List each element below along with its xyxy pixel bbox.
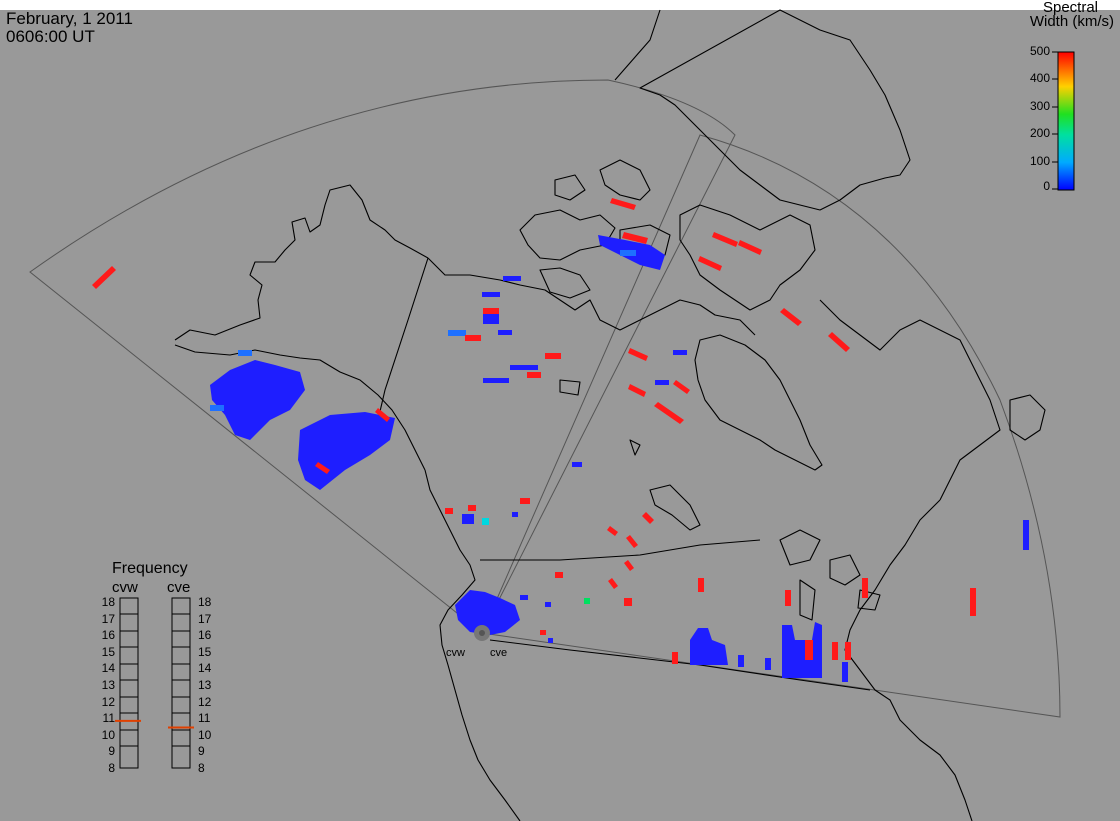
coast-arctic-islands-4 [554, 174, 586, 201]
scatter-cluster-site [455, 590, 520, 635]
scatter-cluster-south-2 [782, 622, 822, 678]
site-label-cvw: cvw [446, 647, 465, 659]
coast-hudson-bay [694, 334, 823, 471]
coast-alaska [174, 184, 429, 341]
frequency-scale-label: 17 [198, 611, 212, 626]
frequency-scale-label: 15 [101, 644, 115, 659]
coast-newfoundland [1009, 394, 1046, 441]
frequency-radar-cvw: cvw [112, 579, 138, 596]
coast-arctic-islands-1 [519, 209, 616, 261]
frequency-scale-label: 8 [198, 761, 205, 775]
map-background [0, 10, 1120, 821]
scatter-cluster-alaska-1 [210, 360, 305, 440]
frequency-scale-label: 14 [101, 661, 115, 676]
frequency-scale-label: 12 [101, 694, 115, 709]
colorbar-title-line1: Spectral [1042, 0, 1098, 16]
frequency-scale-label: 10 [101, 727, 115, 742]
frequency-scale-label: 8 [108, 761, 115, 775]
frequency-scale-label: 14 [198, 661, 212, 676]
colorbar-tick-label: 0 [1043, 179, 1050, 193]
map-time: 0606:00 UT [6, 27, 95, 46]
scatter-cell-green [584, 598, 590, 604]
site-label-cve: cve [490, 647, 508, 659]
frequency-scale-label: 13 [198, 678, 212, 692]
scatter-cell-cyan [482, 518, 489, 525]
frequency-scale-label: 12 [198, 694, 212, 709]
frequency-box-cve-lines [172, 613, 190, 747]
frequency-box-cve [171, 597, 191, 769]
frequency-boxes [119, 597, 191, 769]
scatter-cluster-south-1 [690, 628, 728, 665]
frequency-scale-label: 9 [108, 744, 115, 759]
colorbar-gradient [1057, 51, 1075, 191]
colorbar-tick-label: 200 [1029, 126, 1050, 140]
frequency-scale-label: 9 [198, 744, 205, 759]
frequency-radar-cve: cve [167, 579, 191, 596]
colorbar-tick-label: 100 [1029, 154, 1050, 168]
boundary-canada-us [480, 539, 761, 561]
coast-greenland [614, 9, 911, 211]
frequency-scale-label: 10 [198, 727, 212, 742]
frequency-indicators [115, 719, 194, 729]
frequency-scale-label: 18 [101, 595, 115, 609]
frequency-scale-label: 15 [198, 644, 212, 659]
coast-arctic-islands-3 [599, 159, 651, 201]
coast-alaska-south [174, 344, 426, 471]
frequency-scale-label: 11 [102, 711, 115, 726]
great-lakes [779, 529, 881, 621]
lakes-interior [559, 379, 701, 531]
coast-arctic [427, 257, 756, 336]
coast-baffin [679, 204, 816, 311]
frequency-scale-label: 18 [198, 595, 212, 609]
frequency-scale-label: 13 [101, 678, 115, 692]
fov-cve-outline [481, 134, 1061, 718]
colorbar-title-line2: Width (km/s) [1029, 13, 1114, 30]
colorbar [1052, 51, 1075, 191]
boundary-alaska-canada [377, 257, 429, 421]
fov-cvw-outline [29, 79, 736, 634]
coast-bc [424, 469, 521, 821]
frequency-scale-label: 17 [101, 611, 115, 626]
coastlines [174, 9, 1046, 821]
frequency-box-cvw-lines [120, 613, 138, 747]
frequency-title: Frequency [112, 560, 188, 577]
colorbar-tick-label: 400 [1029, 71, 1050, 85]
frequency-scale-label: 16 [198, 628, 212, 643]
scatter-green-cells [482, 518, 590, 604]
map-date: February, 1 2011 [6, 9, 133, 28]
coast-east [844, 499, 973, 821]
radar-site-marker [474, 625, 490, 641]
coast-arctic-islands-2 [539, 267, 591, 299]
fov-outlines [29, 79, 1061, 718]
frequency-box-cvw [119, 597, 139, 769]
colorbar-tick-label: 500 [1029, 44, 1050, 58]
colorbar-tick-marks [1052, 51, 1058, 190]
colorbar-tick-label: 300 [1029, 99, 1050, 113]
coast-labrador [819, 299, 1001, 501]
frequency-scale-label: 16 [101, 628, 115, 643]
frequency-scale-label: 11 [198, 711, 211, 726]
